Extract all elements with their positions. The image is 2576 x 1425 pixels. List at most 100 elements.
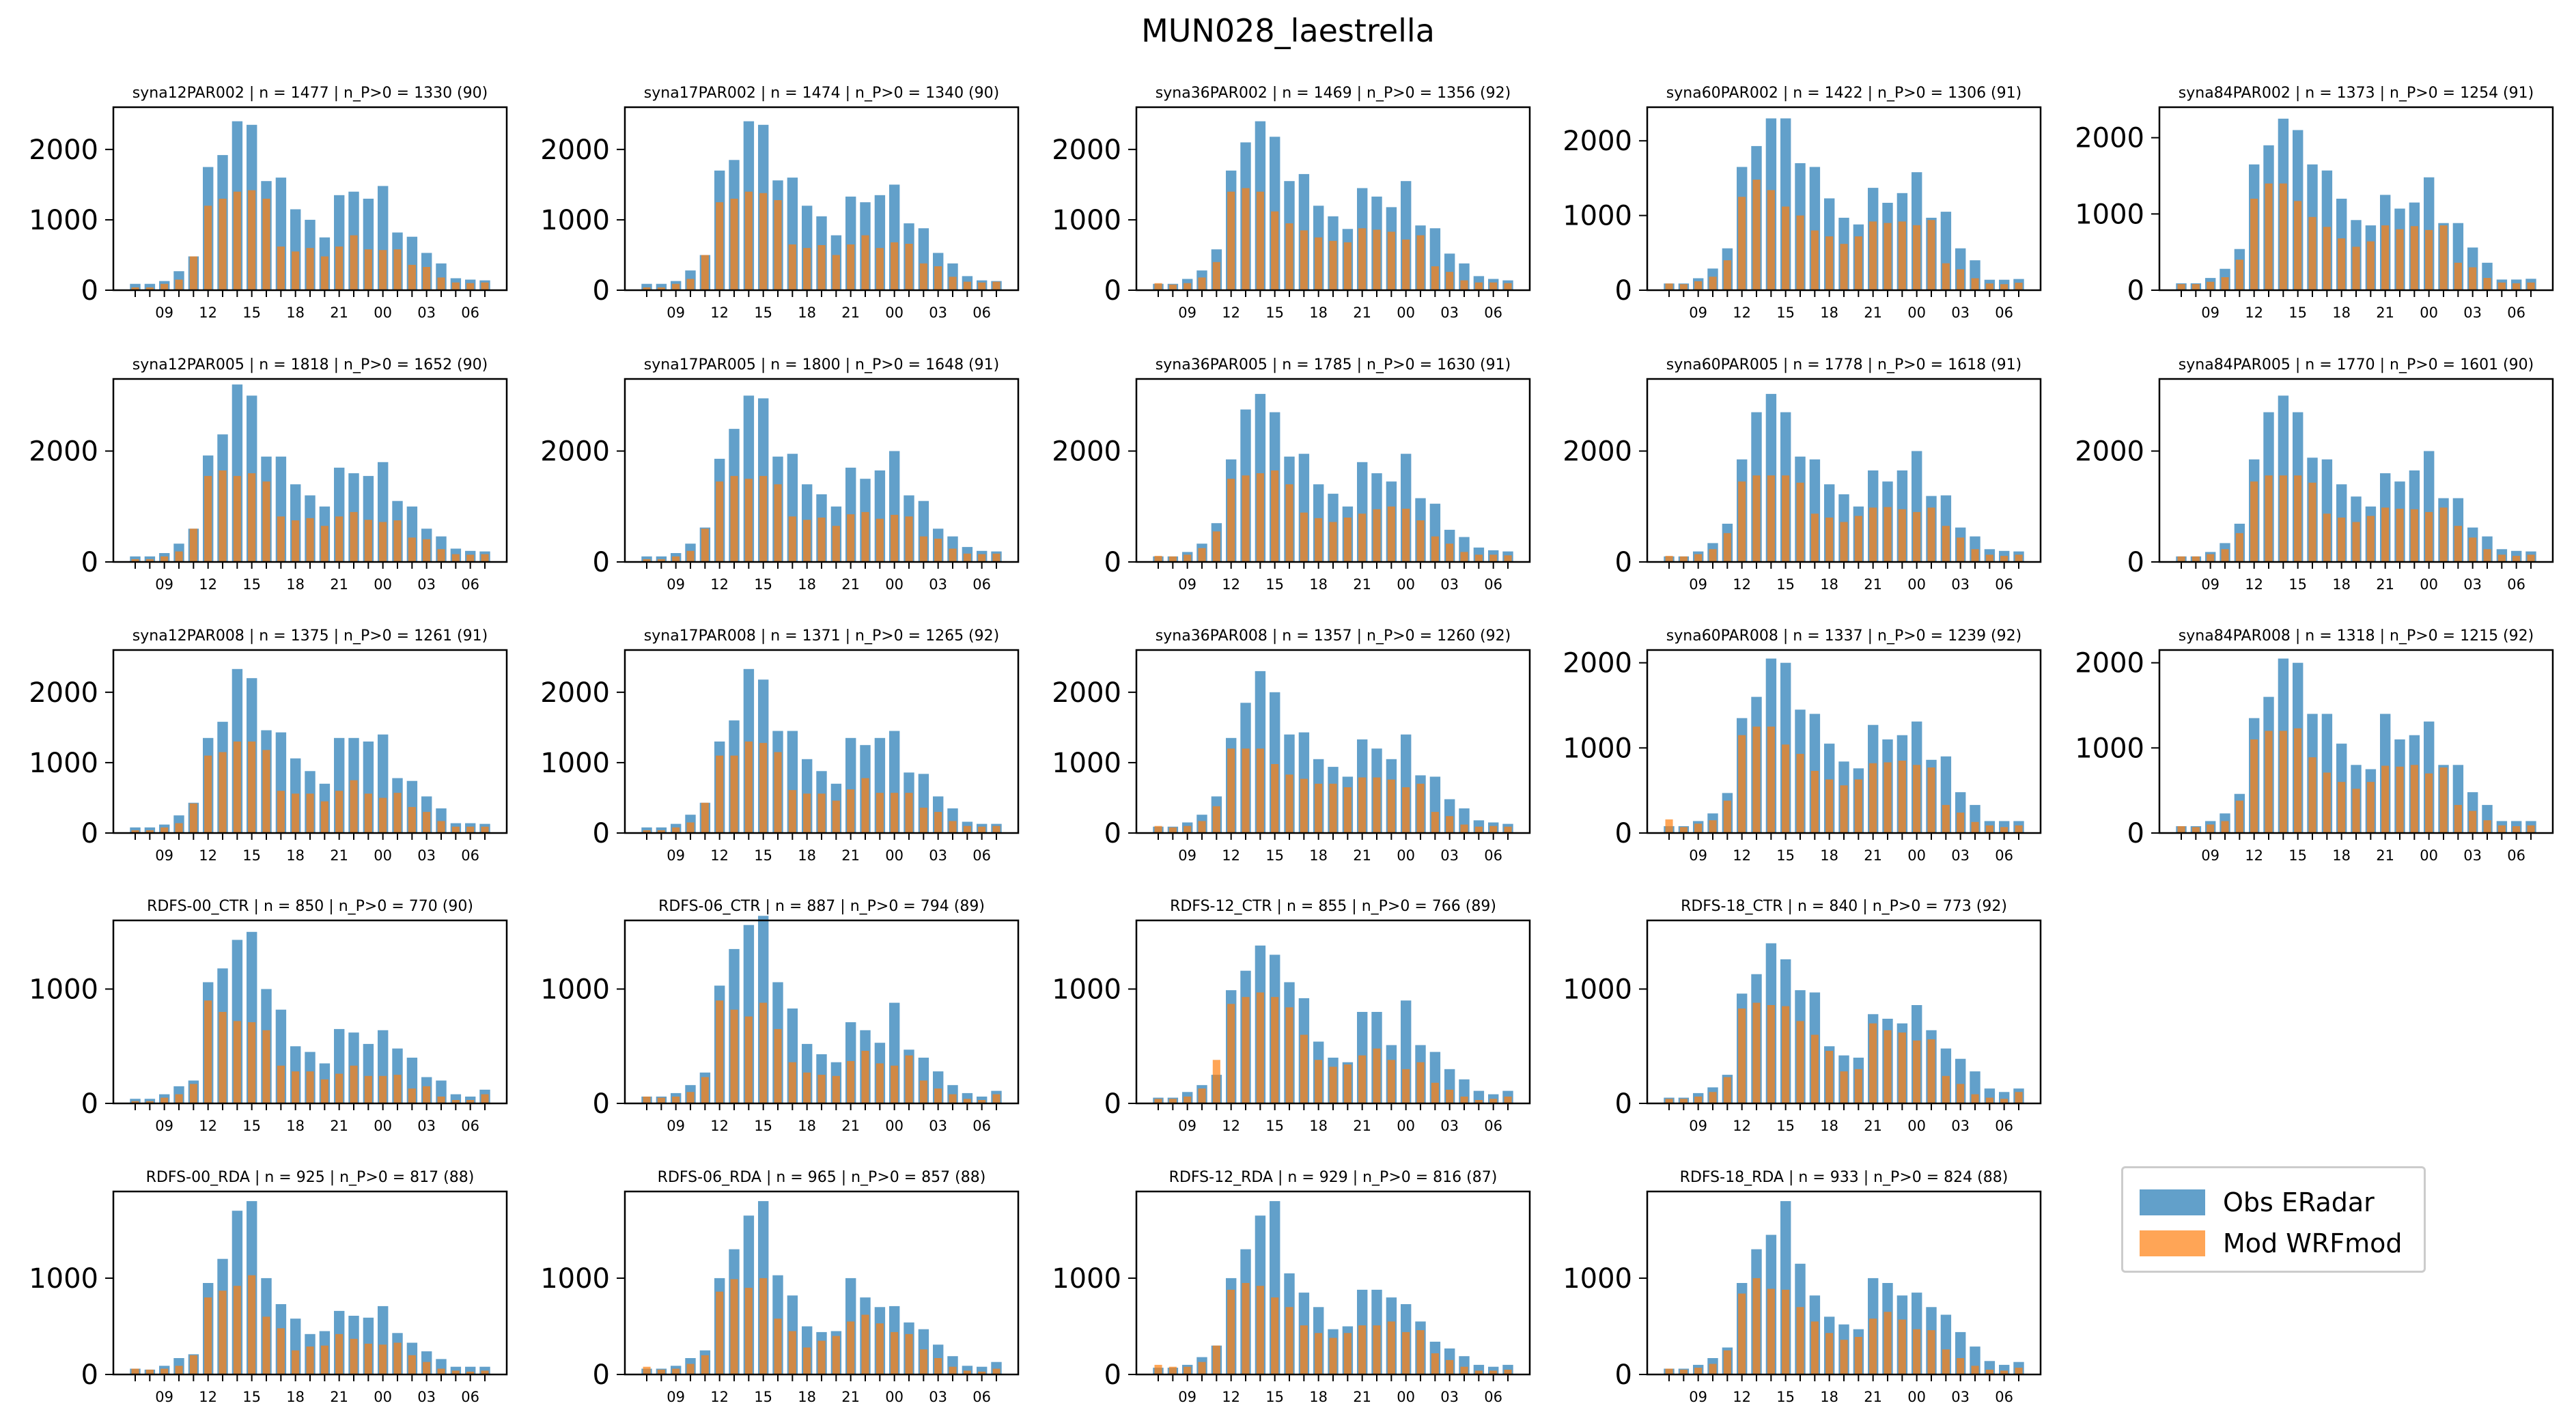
mod-bar <box>1329 1067 1337 1103</box>
mod-bar <box>2439 767 2448 833</box>
mod-bar <box>1300 230 1308 290</box>
mod-bar <box>1957 269 1965 290</box>
mod-bar <box>1343 787 1352 833</box>
mod-bar <box>876 1323 884 1374</box>
mod-bar <box>1184 283 1192 290</box>
mod-bar <box>1329 522 1337 562</box>
mod-bar <box>175 551 183 562</box>
mod-bar <box>451 1370 460 1374</box>
mod-bar <box>832 1075 840 1103</box>
x-tick-label: 21 <box>2376 847 2394 864</box>
x-tick-label: 00 <box>2420 305 2438 321</box>
mod-bar <box>876 793 884 833</box>
y-tick-label: 0 <box>1615 818 1632 849</box>
x-tick-label: 00 <box>374 847 392 864</box>
mod-bar <box>817 1340 826 1374</box>
mod-bar <box>1723 800 1731 833</box>
mod-bar <box>1694 1097 1703 1103</box>
mod-bar <box>1227 191 1235 290</box>
plot-frame <box>624 649 1020 834</box>
x-tick-label: 09 <box>2201 847 2220 864</box>
mod-bar <box>2512 556 2521 562</box>
mod-bar <box>643 1366 651 1374</box>
mod-bar <box>657 1097 665 1103</box>
mod-bar <box>335 1334 344 1374</box>
plot-frame <box>112 649 508 834</box>
mod-bar <box>2221 549 2229 562</box>
y-tick-label: 2000 <box>29 436 98 468</box>
mod-bar <box>306 518 314 562</box>
mod-bar <box>379 1344 387 1374</box>
mod-bar <box>891 1065 899 1103</box>
mod-bar <box>876 518 884 562</box>
mod-bar <box>1738 481 1746 562</box>
x-tick-label: 18 <box>286 1389 305 1405</box>
x-tick-label: 15 <box>754 576 772 593</box>
mod-bar <box>672 1368 680 1374</box>
mod-bar <box>934 1358 942 1374</box>
mod-bar <box>160 1097 169 1103</box>
subplot-title: RDFS-00_CTR | n = 850 | n_P>0 = 770 (90) <box>147 898 473 915</box>
mod-bar <box>393 520 402 562</box>
mod-bar <box>788 516 796 562</box>
mod-bar <box>1942 263 1950 290</box>
mod-bar <box>2381 225 2390 290</box>
mod-bar <box>1358 228 1367 290</box>
mod-bar <box>248 1275 256 1374</box>
mod-bar <box>1256 1286 1264 1374</box>
mod-bar <box>1985 283 1993 290</box>
mod-bar <box>1343 518 1352 562</box>
mod-bar <box>2352 246 2360 290</box>
mod-bar <box>350 780 358 833</box>
y-tick-label: 2000 <box>540 135 610 166</box>
x-tick-label: 06 <box>972 1389 991 1405</box>
x-tick-label: 06 <box>461 847 479 864</box>
mod-bar <box>233 742 241 833</box>
subplot-15: syna84PAR008 | n = 1318 | n_P>0 = 1215 (… <box>2075 627 2554 864</box>
mod-bar <box>1271 997 1279 1103</box>
x-tick-label: 00 <box>374 1389 392 1405</box>
x-tick-label: 00 <box>1397 305 1415 321</box>
mod-bar <box>963 553 971 562</box>
y-tick-label: 0 <box>1615 1088 1632 1120</box>
mod-bar <box>1869 507 1877 562</box>
mod-bar <box>1154 1099 1162 1103</box>
mod-bar <box>891 1331 899 1374</box>
mod-bar <box>803 520 811 562</box>
mod-bar <box>262 750 270 833</box>
mod-bar <box>1474 554 1483 562</box>
mod-bar <box>774 200 782 290</box>
x-tick-label: 03 <box>1440 305 1459 321</box>
x-tick-label: 12 <box>2245 847 2263 864</box>
x-tick-label: 15 <box>1265 1389 1284 1405</box>
mod-bar <box>1898 761 1906 833</box>
subplot-3: syna36PAR002 | n = 1469 | n_P>0 = 1356 (… <box>1052 85 1531 321</box>
mod-bar <box>1489 1099 1498 1103</box>
obs-bar <box>465 1366 476 1374</box>
plot-frame <box>1135 919 1531 1105</box>
mod-bar <box>2177 826 2185 833</box>
y-tick-label: 0 <box>81 1359 98 1391</box>
mod-bar <box>1723 533 1731 562</box>
mod-bar <box>320 1345 328 1374</box>
mod-bar <box>1154 826 1162 833</box>
obs-bar <box>144 283 156 290</box>
x-tick-label: 09 <box>1178 1118 1196 1134</box>
subplot-13: syna36PAR008 | n = 1357 | n_P>0 = 1260 (… <box>1052 627 1531 864</box>
mod-bar <box>1709 549 1717 562</box>
mod-bar <box>393 249 402 290</box>
mod-bar <box>1854 516 1862 562</box>
x-tick-label: 18 <box>1820 1118 1838 1134</box>
mod-bar <box>408 1355 416 1374</box>
mod-bar <box>1738 735 1746 833</box>
mod-bar <box>847 789 855 833</box>
mod-bar <box>1184 826 1192 833</box>
plot-frame <box>1646 106 2042 292</box>
y-tick-label: 1000 <box>1563 733 1632 764</box>
x-tick-label: 03 <box>2463 847 2482 864</box>
mod-bar <box>189 803 197 833</box>
x-tick-label: 12 <box>199 1118 217 1134</box>
mod-bar <box>1402 1331 1410 1374</box>
mod-bar <box>1752 475 1761 562</box>
legend-swatch-obs <box>2140 1189 2205 1215</box>
